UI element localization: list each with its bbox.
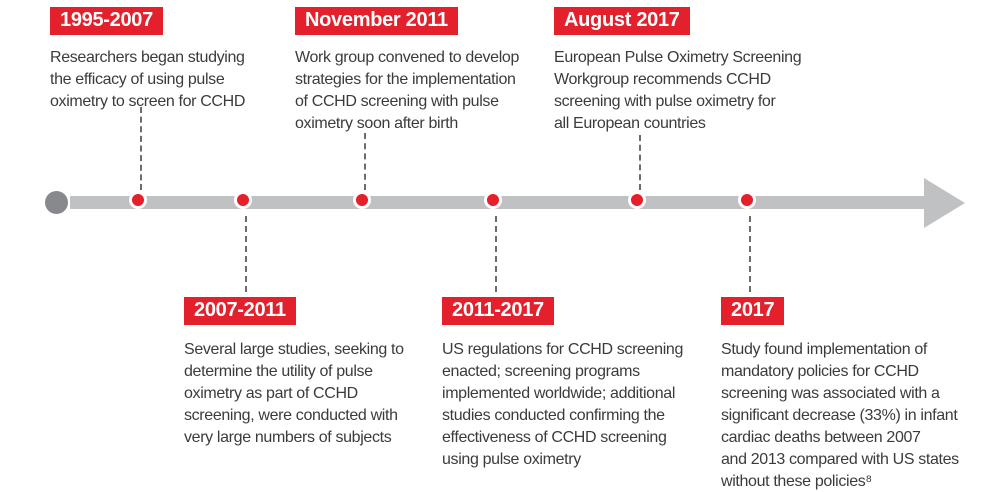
event-date-badge: 2017 xyxy=(721,297,785,325)
event-2007-2011: 2007-2011 Several large studies, seeking… xyxy=(184,297,404,449)
event-description: European Pulse Oximetry Screening Workgr… xyxy=(554,49,802,132)
arrow-right-icon xyxy=(924,178,965,228)
event-1995-2007: 1995-2007 Researchers began studying the… xyxy=(50,7,245,113)
event-date-badge: 1995-2007 xyxy=(50,7,163,35)
event-description: Several large studies, seeking to determ… xyxy=(184,341,404,446)
connector-dashed-line xyxy=(639,135,641,190)
event-november-2011: November 2011 Work group convened to dev… xyxy=(295,7,519,135)
connector-dashed-line xyxy=(364,133,366,190)
timeline-marker-2007-2011 xyxy=(234,191,252,209)
timeline-marker-november-2011 xyxy=(353,191,371,209)
event-description: Work group convened to develop strategie… xyxy=(295,49,520,132)
connector-dashed-line xyxy=(495,216,497,292)
event-date-badge: November 2011 xyxy=(295,7,458,35)
connector-dashed-line xyxy=(245,216,247,292)
connector-dashed-line xyxy=(749,216,751,292)
event-description: Researchers began studying the efficacy … xyxy=(50,49,246,110)
timeline-marker-2011-2017 xyxy=(484,191,502,209)
event-date-badge: 2007-2011 xyxy=(184,297,296,325)
event-description: Study found implementation of mandatory … xyxy=(721,341,959,490)
timeline-marker-august-2017 xyxy=(628,191,646,209)
timeline-start-circle xyxy=(43,189,70,216)
timeline-marker-1995-2007 xyxy=(129,191,147,209)
event-august-2017: August 2017 European Pulse Oximetry Scre… xyxy=(554,7,802,135)
timeline-marker-2017 xyxy=(738,191,756,209)
event-2011-2017: 2011-2017 US regulations for CCHD screen… xyxy=(442,297,683,471)
event-description: US regulations for CCHD screening enacte… xyxy=(442,341,683,468)
event-date-badge: 2011-2017 xyxy=(442,297,554,325)
event-date-badge: August 2017 xyxy=(554,7,690,35)
connector-dashed-line xyxy=(140,107,142,190)
event-2017: 2017 Study found implementation of manda… xyxy=(721,297,959,492)
